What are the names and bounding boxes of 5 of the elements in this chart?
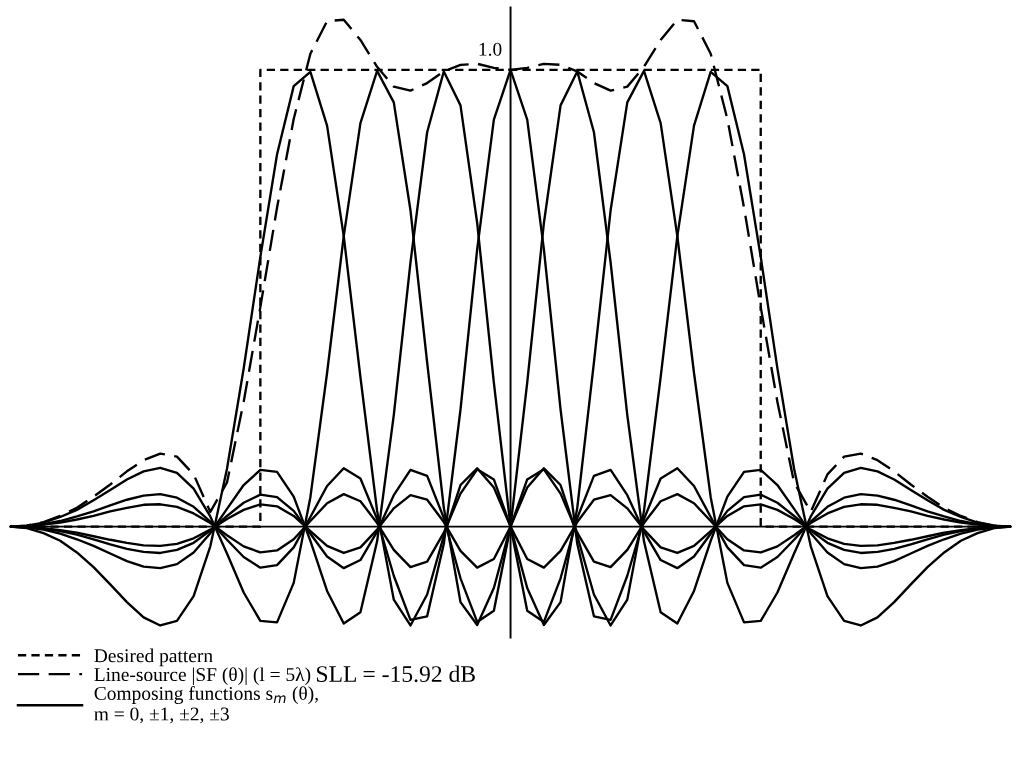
legend-label: Line-source |SF (θ)| (l = 5λ) <box>94 667 311 686</box>
legend-label: Desired pattern <box>94 648 213 667</box>
annotation: 1.0 <box>479 42 502 56</box>
text: SLL = -15.92 dB <box>317 665 475 683</box>
text: Composing functions s$_{m}$ (θ), m = 0, ±1, ±2, ±3 <box>94 686 318 724</box>
